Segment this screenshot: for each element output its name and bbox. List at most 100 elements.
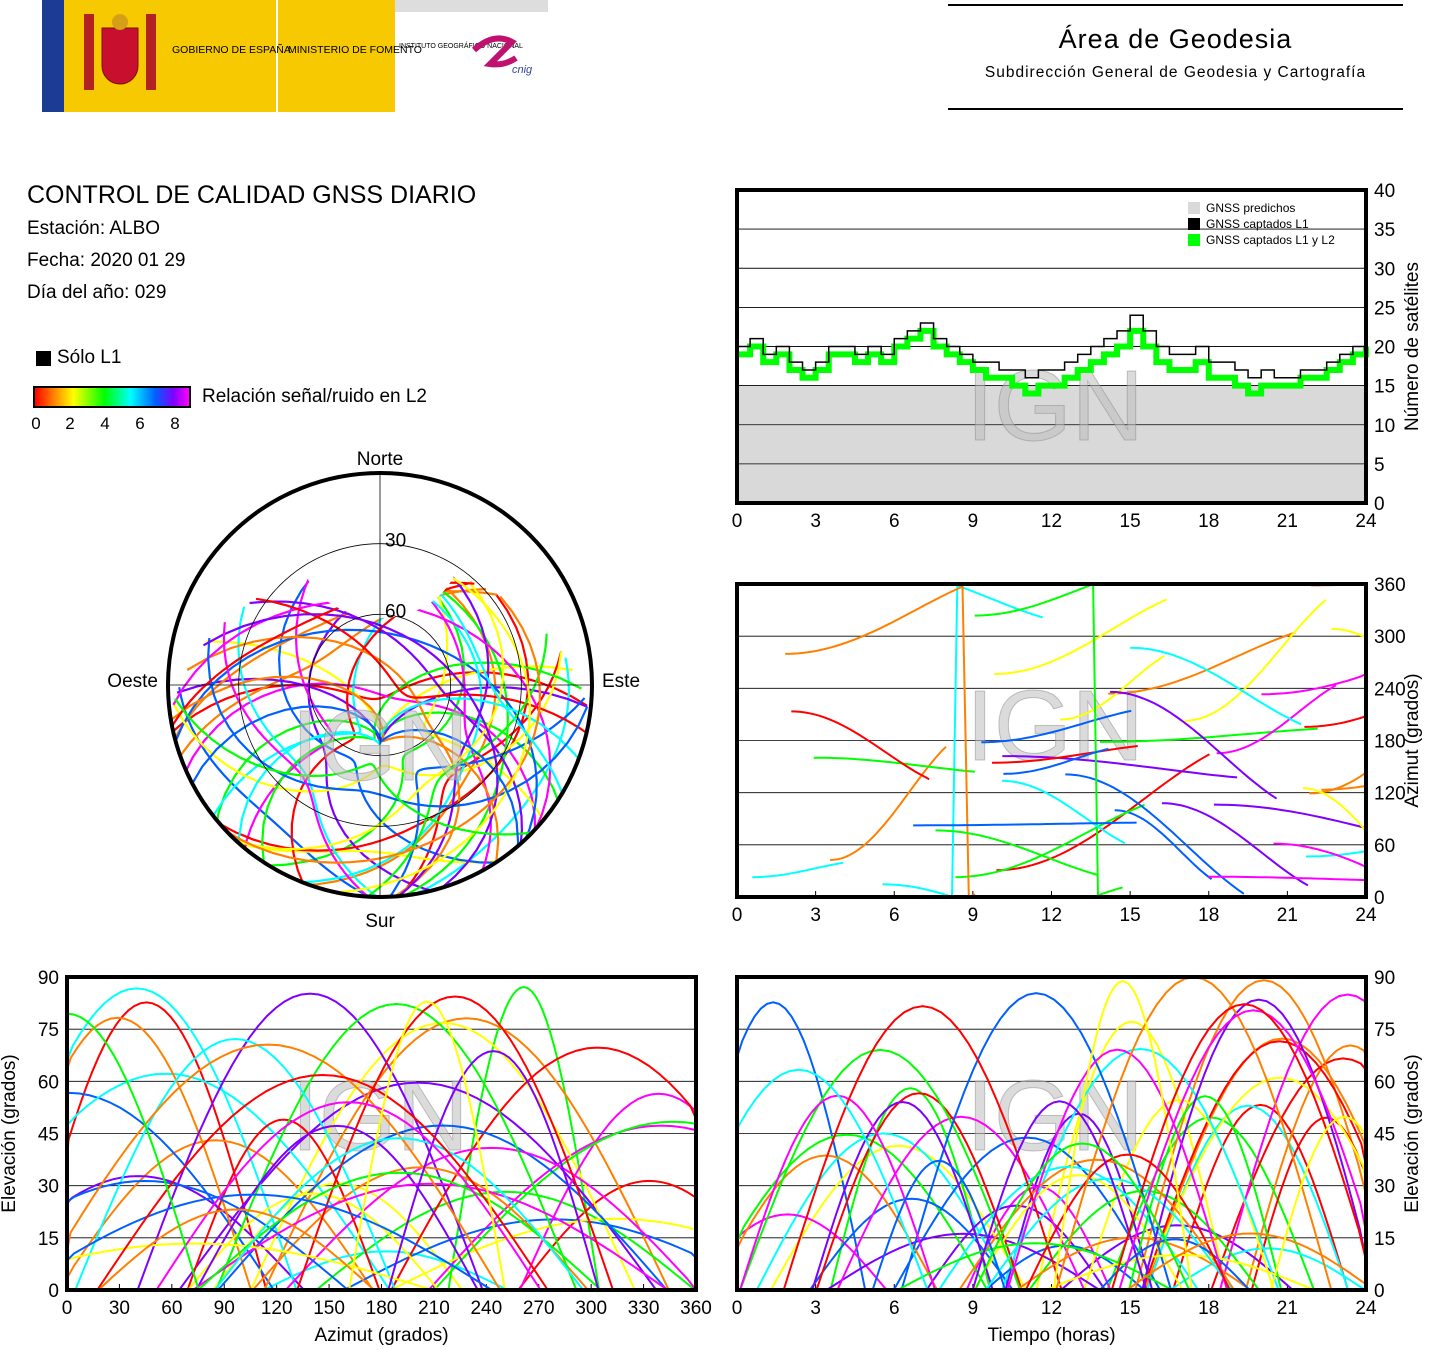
azimuth-track-23	[1208, 875, 1367, 882]
elaz-track-21	[217, 1124, 668, 1291]
ministerio-block	[278, 0, 395, 112]
azimuth-track-34	[1302, 787, 1367, 887]
y-tick-label-75: 75	[1374, 1020, 1395, 1041]
elt-track-19	[736, 1133, 989, 1291]
azimuth-track-37	[913, 821, 1137, 827]
ign-watermark: IGN	[291, 690, 469, 802]
x-tick-label-330: 330	[628, 1298, 660, 1319]
y-tick-label-0: 0	[1374, 1281, 1385, 1302]
ign-watermark: IGN	[966, 1060, 1144, 1172]
y-tick-label-15: 15	[1374, 377, 1395, 398]
l1-swatch	[36, 350, 51, 366]
sky-track-1	[237, 567, 497, 887]
x-tick-label-60: 60	[161, 1298, 182, 1319]
x-tick-label-0: 0	[732, 905, 743, 926]
elaz-track-42	[348, 1000, 506, 1291]
legend-swatch-2	[1188, 234, 1200, 246]
ring-60	[308, 613, 452, 757]
gobierno-block	[64, 0, 276, 112]
azimuth-track-0	[1304, 655, 1367, 728]
elaz-track-31	[192, 1182, 669, 1291]
azimuth-track-30	[1110, 690, 1278, 800]
x-tick-label-360: 360	[680, 1298, 712, 1319]
report-title: CONTROL DE CALIDAD GNSS DIARIO	[27, 181, 477, 209]
y-tick-label-75: 75	[38, 1020, 59, 1041]
azimuth-track-6	[1161, 802, 1309, 887]
institutional-logos: GOBIERNO DE ESPAÑA MINISTERIO DE FOMENTO…	[42, 0, 548, 112]
chart-elevation-azimuth: 0 30 60 90 120 150 180 210 240 270 300 330 360 0 15 30 4…	[0, 968, 712, 1346]
azimuth-track-18	[1059, 655, 1165, 721]
sky-track-45	[180, 705, 520, 888]
sky-track-38	[202, 613, 499, 897]
ign-top-bar	[395, 0, 548, 12]
x-tick-label-24: 24	[1355, 511, 1377, 532]
y-tick-label-90: 90	[38, 968, 59, 989]
y-tick-label-15: 15	[1374, 1229, 1395, 1250]
y-tick-label-45: 45	[38, 1125, 59, 1146]
x-tick-label-120: 120	[261, 1298, 293, 1319]
sky-track-32	[255, 597, 592, 738]
snr-tick-0: 0	[31, 414, 41, 433]
elt-track-48	[1024, 1153, 1231, 1291]
cnig-logo-text: cnig	[512, 64, 533, 76]
ign-watermark: IGN	[966, 350, 1144, 462]
elaz-track-39	[155, 1101, 542, 1291]
y-tick-label-0: 0	[48, 1281, 59, 1302]
elaz-track-26	[187, 1192, 440, 1291]
sky-track-19	[322, 564, 509, 897]
x-tick-label-300: 300	[575, 1298, 607, 1319]
ign-watermark: IGN	[291, 1060, 469, 1172]
elt-track-47	[1006, 1048, 1229, 1291]
x-axis-label: Azimut (grados)	[314, 1325, 448, 1346]
sky-track-41	[170, 595, 542, 864]
date-info: Fecha: 2020 01 29	[27, 250, 186, 271]
sky-track-44	[410, 565, 571, 826]
azimuth-track-1	[830, 746, 947, 861]
elaz-track-10	[249, 1021, 636, 1291]
elaz-track-25	[252, 1166, 589, 1291]
azimuth-track-7	[1216, 684, 1337, 755]
elaz-track-35	[197, 1171, 602, 1291]
ring-30	[238, 543, 522, 827]
azimuth-track-14	[1002, 755, 1238, 779]
elaz-track-24	[186, 1118, 381, 1291]
x-tick-label-15: 15	[1120, 511, 1141, 532]
eu-stripe	[42, 0, 64, 112]
y-axis-label: Azimut (grados)	[1402, 673, 1423, 807]
direction-north: Norte	[357, 449, 403, 470]
x-tick-label-0: 0	[62, 1298, 73, 1319]
azimuth-track-33	[785, 585, 976, 899]
snr-tick-2: 2	[65, 414, 75, 433]
snr-colorbar	[33, 386, 191, 408]
y-tick-label-60: 60	[1374, 1072, 1395, 1093]
x-tick-label-180: 180	[366, 1298, 398, 1319]
legend-swatch-1	[1188, 218, 1200, 230]
x-tick-label-15: 15	[1120, 905, 1141, 926]
y-tick-label-45: 45	[1374, 1125, 1395, 1146]
elaz-track-30	[195, 1124, 479, 1291]
sky-track-25	[186, 635, 461, 897]
elt-track-25	[736, 1154, 938, 1291]
logo-bar: GOBIERNO DE ESPAÑA MINISTERIO DE FOMENTO…	[42, 0, 548, 112]
y-tick-label-30: 30	[38, 1177, 59, 1198]
x-tick-label-6: 6	[889, 511, 900, 532]
sky-horizon	[166, 471, 594, 899]
azimuth-track-22	[1213, 803, 1367, 846]
elt-track-54	[971, 1100, 1148, 1291]
plot-frame	[735, 975, 1368, 1292]
predicted-area	[737, 385, 1366, 503]
y-tick-label-360: 360	[1374, 575, 1406, 596]
x-tick-label-21: 21	[1277, 511, 1298, 532]
instituto-logo-text: INSTITUTO GEOGRÁFICO NACIONAL	[399, 41, 523, 50]
direction-south: Sur	[365, 911, 395, 932]
x-tick-label-9: 9	[968, 905, 979, 926]
sky-track-6	[307, 567, 492, 897]
ring-label-60: 60	[385, 601, 406, 622]
y-axis-label: Número de satélites	[1402, 262, 1423, 431]
x-tick-label-15: 15	[1120, 1298, 1141, 1319]
x-tick-label-9: 9	[968, 511, 979, 532]
